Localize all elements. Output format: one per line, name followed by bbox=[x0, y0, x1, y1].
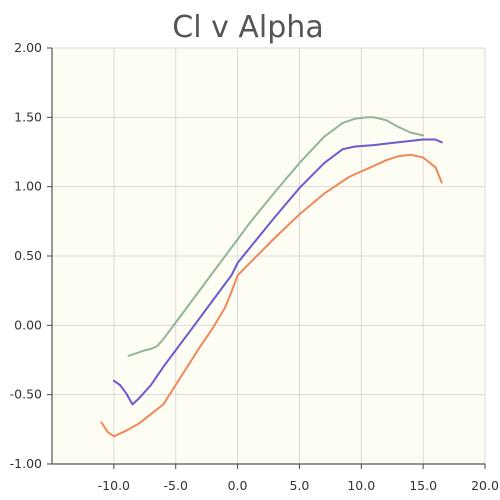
axis-ticks: -10.0 -5.0 0.0 5.0 10.0 15.0 20.0 -1.00 -0.50 0.0… bbox=[10, 40, 499, 493]
x-tick-label: -5.0 bbox=[164, 478, 188, 493]
y-tick-label: 1.50 bbox=[14, 109, 42, 124]
y-tick-label: 0.50 bbox=[14, 248, 42, 263]
chart-title: Cl v Alpha bbox=[172, 10, 323, 45]
y-tick-label: 2.00 bbox=[14, 40, 42, 55]
x-tick-label: 20.0 bbox=[471, 478, 499, 493]
series-layer bbox=[100, 116, 443, 438]
y-tick-label: 0.00 bbox=[14, 317, 42, 332]
y-tick-label: 1.00 bbox=[14, 179, 42, 194]
x-tick-label: 5.0 bbox=[289, 478, 309, 493]
axes bbox=[51, 48, 485, 465]
series-line-2 bbox=[112, 138, 443, 406]
x-tick-label: 10.0 bbox=[347, 478, 375, 493]
y-tick-label: -1.00 bbox=[10, 456, 42, 471]
x-tick-label: -10.0 bbox=[98, 478, 130, 493]
x-tick-label: 15.0 bbox=[409, 478, 437, 493]
x-tick-label: 0.0 bbox=[228, 478, 248, 493]
series-line-3 bbox=[100, 153, 443, 438]
series-line-1 bbox=[127, 116, 425, 357]
y-tick-label: -0.50 bbox=[10, 387, 42, 402]
